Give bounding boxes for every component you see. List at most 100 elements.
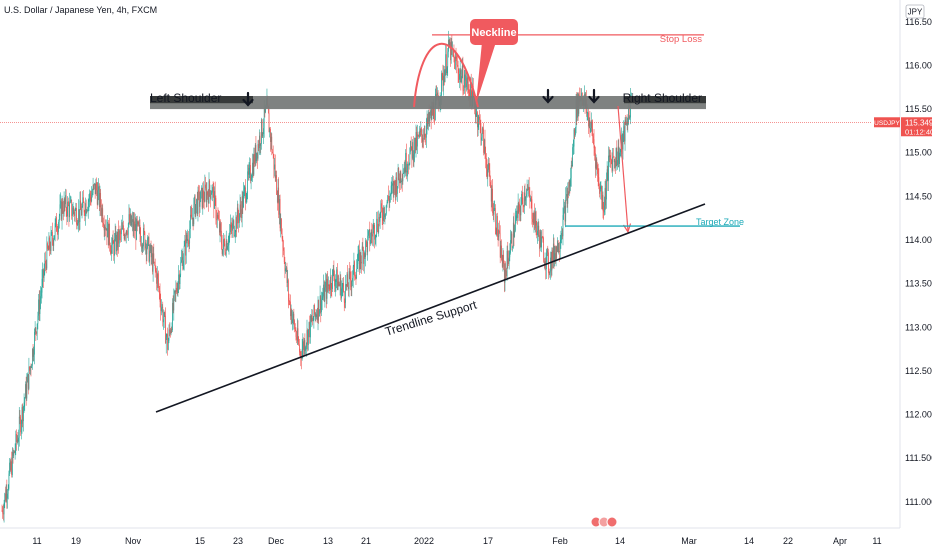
candle-body	[361, 261, 362, 264]
currency-box[interactable]	[905, 4, 925, 19]
candle-body	[272, 153, 274, 155]
candle-body	[143, 228, 145, 233]
candle-body	[229, 231, 231, 236]
candle-body	[535, 211, 537, 226]
candle-body	[260, 143, 262, 146]
candle-body	[385, 213, 386, 215]
price-tick-label: 111.000	[905, 497, 932, 507]
candle-body	[412, 142, 413, 159]
candle-body	[85, 203, 86, 216]
candle-body	[265, 106, 266, 113]
candle-body	[539, 231, 541, 249]
candle-body	[93, 185, 95, 186]
candle-body	[399, 171, 401, 184]
candle-body	[215, 198, 217, 220]
time-tick-label: 14	[744, 536, 754, 546]
candle-body	[199, 201, 201, 207]
candle-body	[434, 98, 436, 121]
candle-body	[502, 254, 504, 267]
candle-body	[214, 191, 216, 199]
candle-body	[623, 126, 625, 134]
candle-body	[146, 247, 148, 255]
candle-body	[334, 278, 335, 287]
candle-body	[449, 42, 451, 47]
candle-body	[388, 199, 390, 203]
candle-body	[51, 231, 53, 233]
candle-body	[470, 78, 471, 101]
time-tick-label: 17	[483, 536, 493, 546]
candle-body	[323, 284, 325, 302]
candle-body	[564, 205, 566, 222]
candle-body	[218, 218, 220, 220]
time-tick-label: 22	[783, 536, 793, 546]
candle-body	[309, 322, 311, 338]
candle-body	[49, 249, 51, 251]
candle-body	[358, 249, 360, 253]
candle-body	[571, 165, 573, 167]
candle-body	[8, 473, 10, 489]
candle-body	[414, 137, 416, 151]
candle-body	[201, 187, 202, 191]
candle-body	[443, 75, 445, 83]
candle-body	[31, 365, 33, 369]
candle-body	[194, 196, 196, 216]
candle-body	[10, 461, 12, 471]
candle-body	[175, 287, 177, 293]
candle-body	[350, 271, 351, 281]
neckline-callout-label: Neckline	[471, 27, 516, 39]
candle-body	[290, 301, 291, 317]
candle-body	[426, 126, 427, 138]
candle-body	[165, 336, 167, 344]
candle-body	[394, 185, 396, 196]
candle-body	[284, 261, 286, 272]
time-axis[interactable]: 11 19 Nov 15 23 Dec 13 21 2022 17 Feb 14 Mar 14 22 Apr 1…	[32, 536, 881, 546]
candle-body	[407, 164, 409, 172]
candle-body	[248, 167, 250, 175]
candle-body	[129, 213, 131, 224]
candle-body	[250, 165, 251, 181]
candle-body	[365, 240, 366, 257]
candle-body	[343, 291, 345, 303]
candle-body	[557, 240, 558, 252]
candle-body	[237, 207, 239, 218]
candle-body	[573, 129, 575, 147]
candle-body	[354, 261, 355, 277]
candle-body	[78, 209, 79, 224]
candle-body	[541, 236, 542, 248]
candle-body	[272, 151, 273, 154]
candle-body	[261, 119, 263, 136]
candle-body	[118, 229, 119, 244]
candle-body	[263, 128, 264, 135]
candle-body	[521, 193, 522, 205]
candle-body	[594, 148, 596, 154]
candle-body	[45, 260, 46, 264]
candle-body	[94, 183, 96, 195]
candle-body	[627, 123, 629, 125]
candle-body	[223, 239, 224, 250]
candle-body	[157, 274, 159, 279]
candle-body	[523, 205, 524, 208]
candle-body	[212, 187, 214, 188]
candle-body	[363, 253, 365, 264]
candle-body	[611, 160, 613, 171]
candle-body	[30, 366, 32, 369]
candle-body	[70, 199, 72, 201]
candle-body	[473, 94, 475, 98]
candle-body	[86, 210, 88, 213]
candle-body	[98, 186, 99, 191]
candle-body	[398, 168, 400, 179]
candle-body	[621, 134, 622, 149]
candle-body	[513, 222, 515, 237]
candle-body	[514, 230, 516, 237]
candle-body	[145, 242, 147, 255]
candle-body	[329, 289, 331, 291]
candle-body	[87, 201, 89, 211]
price-axis[interactable]: 111.000 111.500 112.000 112.500 113.000 113.5…	[905, 17, 932, 507]
neckline-callout[interactable]	[470, 19, 518, 45]
candle-body	[40, 292, 42, 297]
candle-body	[244, 187, 246, 189]
candle-body	[428, 112, 430, 122]
candle-body	[280, 218, 282, 229]
